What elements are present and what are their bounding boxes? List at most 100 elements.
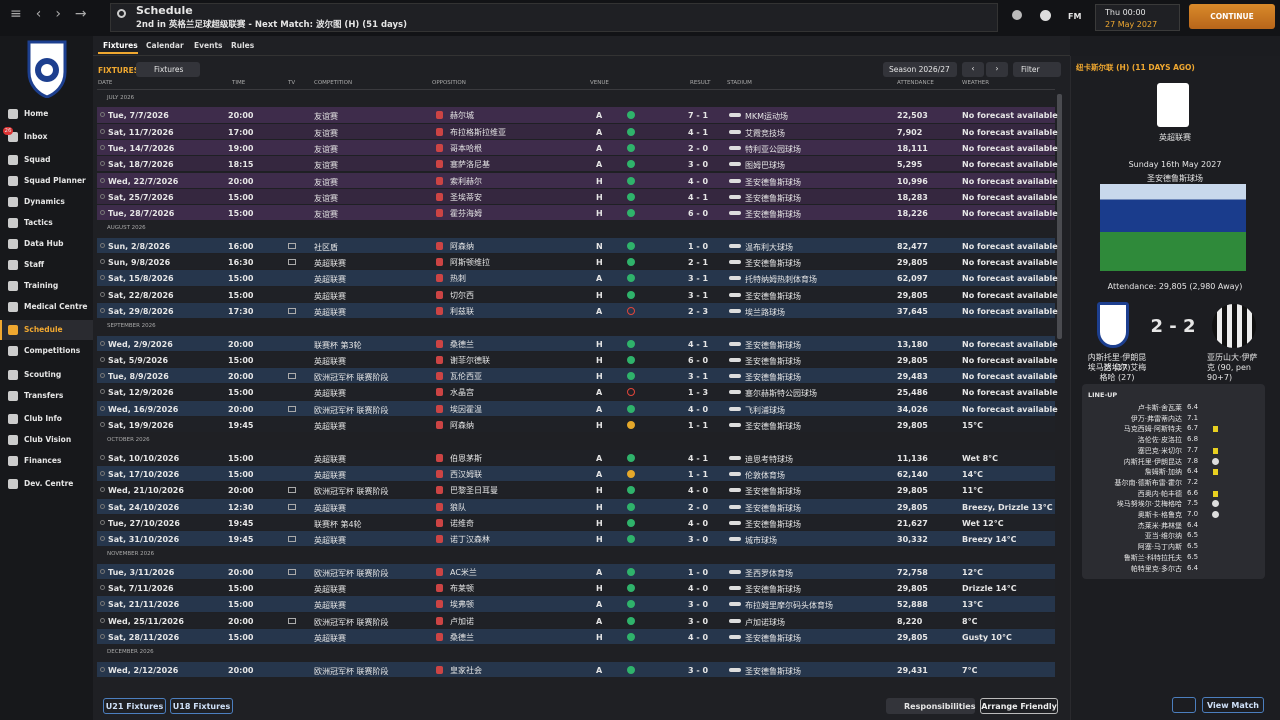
fixture-row[interactable] xyxy=(97,123,1055,139)
tab[interactable]: Rules xyxy=(231,41,255,50)
nav-item[interactable]: Transfers xyxy=(24,391,64,400)
result[interactable]: 2 - 3 xyxy=(688,306,709,316)
opposition[interactable]: 布拉格斯拉维亚 xyxy=(450,127,506,137)
nav-item[interactable]: Club Vision xyxy=(24,435,72,444)
opposition[interactable]: AC米兰 xyxy=(450,567,477,577)
opposition[interactable]: 热刺 xyxy=(450,274,466,284)
fixture-row[interactable] xyxy=(97,286,1055,302)
opposition[interactable]: 皇家社会 xyxy=(450,665,482,675)
fixture-row[interactable] xyxy=(97,107,1055,123)
fixture-row[interactable] xyxy=(97,400,1055,416)
result[interactable]: 1 - 0 xyxy=(688,241,709,251)
nav-item[interactable]: Schedule xyxy=(24,325,63,334)
icons[interactable] xyxy=(1012,10,1022,20)
result[interactable]: 4 - 1 xyxy=(688,192,709,202)
result[interactable]: 3 - 0 xyxy=(688,665,709,675)
filter-dropdown[interactable]: Filter xyxy=(1013,62,1061,77)
player-name[interactable]: 鲁斯兰·科特拉托夫 xyxy=(1123,553,1182,562)
prev-season[interactable]: ‹ xyxy=(962,62,984,77)
fixture-row[interactable] xyxy=(97,188,1055,205)
result[interactable]: 4 - 0 xyxy=(688,176,709,186)
fixture-row[interactable] xyxy=(97,384,1055,400)
fixture-row[interactable] xyxy=(97,628,1055,645)
opposition[interactable]: 塞萨洛尼基 xyxy=(450,160,490,170)
season-dropdown[interactable]: Season 2026/27 xyxy=(883,62,957,77)
next-season[interactable]: › xyxy=(986,62,1008,77)
nav-item[interactable]: Dynamics xyxy=(24,197,65,206)
fixture-row[interactable] xyxy=(97,465,1055,482)
opposition[interactable]: 诺丁汉森林 xyxy=(450,535,490,545)
footer-button[interactable]: Arrange Friendly xyxy=(980,698,1058,714)
fixture-row[interactable] xyxy=(97,335,1055,351)
result[interactable]: 2 - 1 xyxy=(688,258,709,267)
fixture-row[interactable] xyxy=(97,156,1055,172)
result[interactable]: 4 - 0 xyxy=(688,632,709,642)
nav-item[interactable]: Finances xyxy=(24,456,62,465)
opposition[interactable]: 圣埃蒂安 xyxy=(450,192,482,202)
player-name[interactable]: 阿塞·马丁内斯 xyxy=(1137,543,1182,552)
fixture-row[interactable] xyxy=(97,270,1055,286)
result[interactable]: 4 - 1 xyxy=(688,453,709,463)
player-name[interactable]: 詹姆斯·加纳 xyxy=(1144,468,1182,477)
continue-button[interactable]: CONTINUE xyxy=(1189,4,1275,29)
fixture-row[interactable] xyxy=(97,205,1055,221)
fixture-row[interactable] xyxy=(97,580,1055,596)
result[interactable]: 6 - 0 xyxy=(688,209,709,219)
nav-item[interactable]: Home xyxy=(24,109,49,118)
fixture-row[interactable] xyxy=(97,596,1055,612)
next-button[interactable] xyxy=(1172,697,1196,713)
fixture-row[interactable] xyxy=(97,139,1055,156)
player-name[interactable]: 杰莱米·弗林堡 xyxy=(1137,521,1182,530)
result[interactable]: 1 - 1 xyxy=(688,421,709,430)
opposition[interactable]: 伯恩茅斯 xyxy=(450,453,482,463)
player-name[interactable]: 亚当·维尔纳 xyxy=(1144,532,1182,541)
opposition[interactable]: 阿森纳 xyxy=(450,241,474,251)
opposition[interactable]: 瓦伦西亚 xyxy=(450,372,482,382)
result[interactable]: 1 - 1 xyxy=(688,469,709,479)
opposition[interactable]: 卢加诺 xyxy=(450,616,474,626)
result[interactable]: 4 - 0 xyxy=(688,404,709,414)
nav-buttons[interactable]: ≡‹›→ xyxy=(10,6,101,22)
opposition[interactable]: 切尔西 xyxy=(450,290,474,300)
opposition[interactable]: 埃弗顿 xyxy=(450,600,474,610)
tab[interactable]: Fixtures xyxy=(103,41,138,50)
opposition[interactable]: 谢菲尔德联 xyxy=(450,355,490,365)
nav-item[interactable]: Training xyxy=(24,281,59,290)
player-name[interactable]: 帕特里克·多尔古 xyxy=(1130,564,1182,573)
result[interactable]: 3 - 0 xyxy=(688,160,709,170)
fixture-row[interactable] xyxy=(97,351,1055,368)
fixture-row[interactable] xyxy=(97,254,1055,270)
fixture-row[interactable] xyxy=(97,612,1055,628)
fixture-row[interactable] xyxy=(97,482,1055,498)
player-name[interactable]: 马克西姆·阿斯特夫 xyxy=(1123,425,1182,434)
player-name[interactable]: 基尔南·德斯布雷·霍尔 xyxy=(1114,478,1182,487)
opposition[interactable]: 阿斯顿维拉 xyxy=(450,258,490,267)
result[interactable]: 4 - 0 xyxy=(688,584,709,593)
result[interactable]: 2 - 0 xyxy=(688,143,709,153)
player-name[interactable]: 奥斯卡·格鲁克 xyxy=(1137,511,1182,519)
result[interactable]: 3 - 1 xyxy=(688,372,709,382)
player-name[interactable]: 洛伦佐·皮洛拉 xyxy=(1137,436,1182,445)
opposition[interactable]: 利兹联 xyxy=(450,306,474,316)
result[interactable]: 7 - 1 xyxy=(688,111,709,121)
nav-item[interactable]: Squad xyxy=(24,155,51,164)
tab[interactable]: Calendar xyxy=(146,41,184,50)
fixture-row[interactable] xyxy=(97,449,1055,465)
result[interactable]: 4 - 1 xyxy=(688,127,709,137)
opposition[interactable]: 赫尔城 xyxy=(450,111,474,121)
result[interactable]: 6 - 0 xyxy=(688,355,709,365)
fixture-row[interactable] xyxy=(97,368,1055,384)
result[interactable]: 4 - 1 xyxy=(688,339,709,349)
opposition[interactable]: 桑德兰 xyxy=(450,339,474,349)
help[interactable] xyxy=(1040,10,1051,21)
fixture-row[interactable] xyxy=(97,514,1055,531)
fixture-row[interactable] xyxy=(97,531,1055,547)
tab[interactable]: Events xyxy=(194,41,223,50)
nav-item[interactable]: Competitions xyxy=(24,346,81,355)
result[interactable]: 2 - 0 xyxy=(688,502,709,512)
result[interactable]: 4 - 0 xyxy=(688,518,709,528)
result[interactable]: 4 - 0 xyxy=(688,486,709,496)
footer-button[interactable]: U21 Fixtures xyxy=(103,698,166,714)
player-name[interactable]: 伊万·弗雷蒂内达 xyxy=(1130,414,1182,423)
opposition[interactable]: 阿森纳 xyxy=(450,421,474,430)
